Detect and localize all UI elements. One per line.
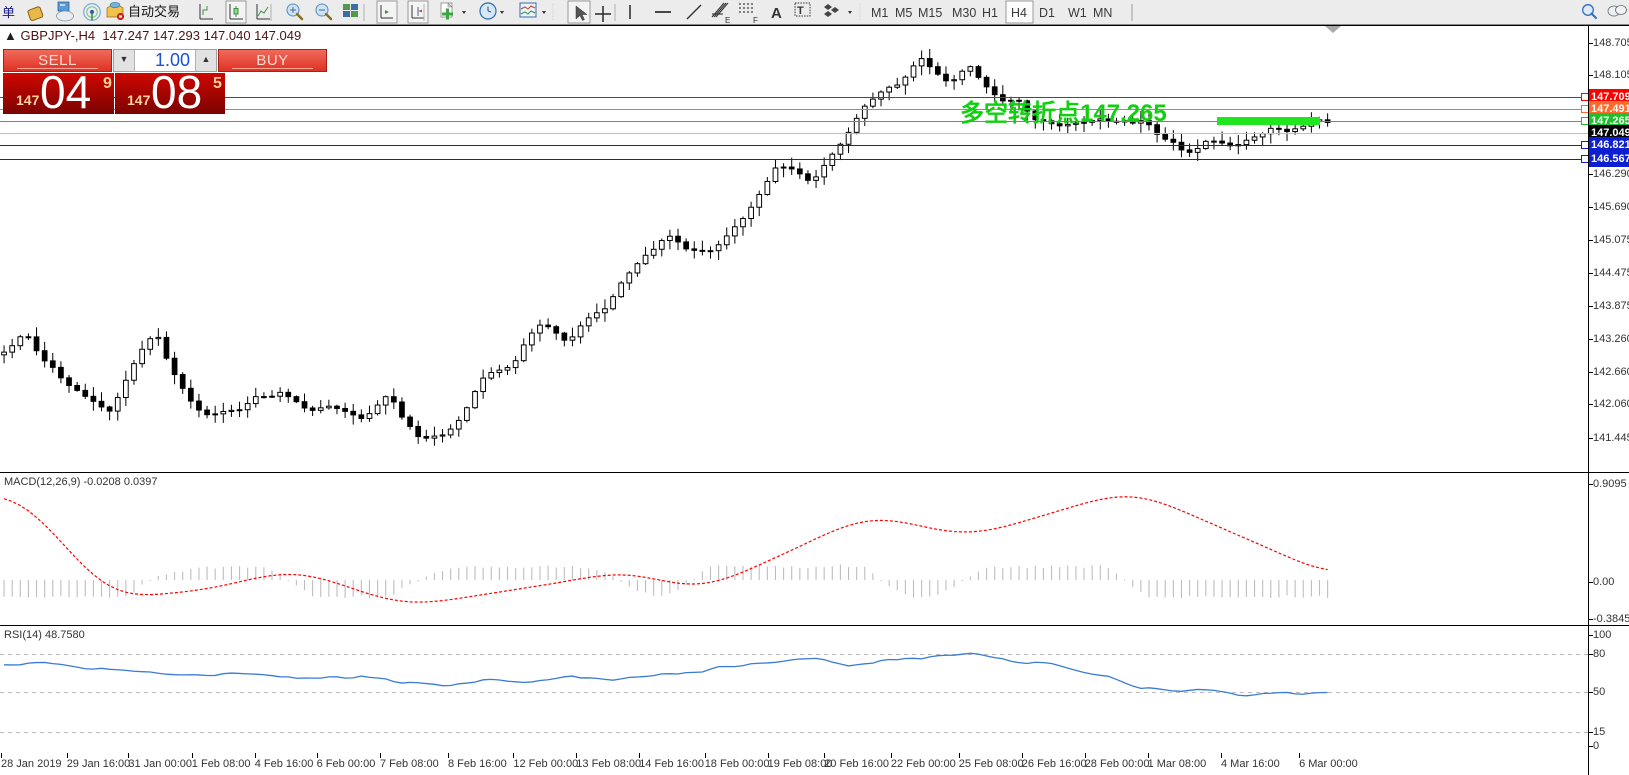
- svg-text:单: 单: [2, 5, 15, 20]
- svg-text:MN: MN: [1093, 6, 1112, 20]
- svg-text:H4: H4: [1011, 6, 1027, 20]
- svg-text:F: F: [753, 16, 758, 25]
- svg-text:H1: H1: [982, 6, 998, 20]
- svg-text:M30: M30: [952, 6, 976, 20]
- svg-text:W1: W1: [1068, 6, 1087, 20]
- svg-text:D1: D1: [1039, 6, 1055, 20]
- svg-text:E: E: [725, 16, 730, 25]
- svg-text:M5: M5: [895, 6, 912, 20]
- svg-text:T: T: [797, 5, 804, 17]
- svg-text:自动交易: 自动交易: [128, 4, 180, 19]
- svg-text:A: A: [771, 5, 782, 22]
- svg-text:M1: M1: [871, 6, 888, 20]
- svg-text:M15: M15: [918, 6, 942, 20]
